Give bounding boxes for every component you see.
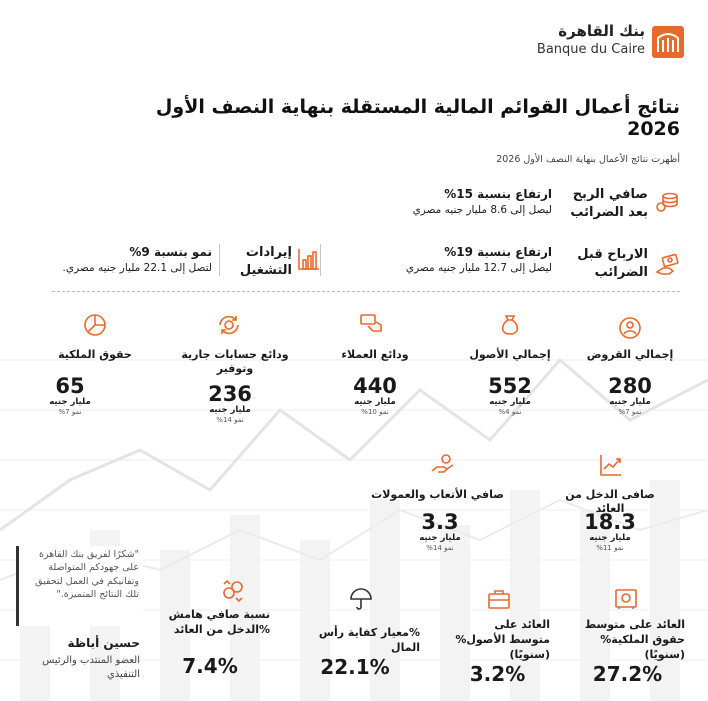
highlight-line1: ارتفاع بنسبة 15%: [444, 187, 552, 201]
safe-icon: [615, 589, 637, 609]
metric-label: إجمالي الأصول: [469, 348, 551, 361]
page-subtitle: أظهرت نتائج الأعمال بنهاية النصف الأول 2…: [496, 154, 680, 165]
divider: [219, 244, 220, 276]
coins-icon: [656, 192, 678, 212]
metric-value: 280: [608, 374, 652, 398]
metric-growth: نمو 14%: [216, 416, 244, 424]
metric-unit: مليار جنيه: [489, 397, 531, 407]
metric-growth: نمو 4%: [498, 408, 522, 416]
metric-value: 236: [208, 382, 252, 406]
logo-french-text: Banque du Caire: [536, 42, 645, 57]
metric-value: 552: [488, 374, 532, 398]
metric-label: إجمالي القروض: [586, 348, 674, 361]
highlight-line2: ليصل إلى 8.6 مليار جنيه مصري: [412, 204, 552, 216]
ratio-value: 27.2%: [592, 662, 663, 686]
logo-arabic-text: بنك القاهرة: [558, 22, 645, 40]
ratio-value: 7.4%: [182, 654, 238, 678]
highlight-line1: ارتفاع بنسبة 19%: [444, 245, 552, 259]
ratio-label: نسبة صافي هامش %الدخل من العائد: [168, 608, 270, 636]
metric-label: حقوق الملكية: [58, 348, 132, 361]
money-bag-icon: [501, 315, 519, 335]
metric-growth: نمو 14%: [426, 544, 454, 552]
currency-cycle-icon: [219, 315, 239, 335]
section-divider: [52, 291, 680, 292]
ratio-label: %معيار كفاية رأس المال: [318, 626, 420, 654]
metric-label: صافي الأتعاب والعمولات: [371, 488, 504, 501]
highlight-line2: ليصل إلى 12.7 مليار جنيه مصري: [405, 262, 552, 274]
loans-icon: [619, 317, 641, 339]
highlight-label: الارباح قبل الضرائب: [577, 247, 648, 280]
metric-value: 65: [55, 374, 85, 398]
highlight-label: إيرادات التشغيل: [239, 245, 292, 278]
ratio-label: العائد على متوسط الأصول% (سنويًا): [455, 618, 550, 661]
umbrella-icon: [350, 588, 372, 610]
quote-author-role: العضو المنتدب والرئيس التنفيذي: [42, 655, 140, 680]
metric-label: ودائع العملاء: [341, 348, 409, 361]
metric-unit: مليار جنيه: [419, 533, 461, 543]
quote-text: "شكرًا لفريق بنك القاهرة على جهودكم المت…: [35, 549, 139, 600]
highlight-line2: لتصل إلى 22.1 مليار جنيه مصري.: [62, 262, 212, 274]
metric-value: 3.3: [421, 510, 459, 534]
metric-unit: مليار جنيه: [354, 397, 396, 407]
metric-unit: مليار جنيه: [609, 397, 651, 407]
metric-value: 440: [353, 374, 397, 398]
metric-label: ودائع حسابات جارية وتوفير: [181, 348, 289, 376]
highlight-label: صافي الربح بعد الضرائب: [570, 187, 648, 220]
metric-value: 18.3: [584, 510, 636, 534]
quote-author: حسين أباظة: [67, 636, 140, 650]
metric-growth: نمو 10%: [361, 408, 389, 416]
metric-unit: مليار جنيه: [209, 405, 251, 415]
pie-chart-icon: [84, 314, 106, 336]
money-hand-icon: [655, 253, 679, 275]
metric-growth: نمو 7%: [618, 408, 642, 416]
page-title: نتائج أعمال القوائم المالية المستقلة بنه…: [155, 96, 680, 140]
coin-swap-icon: [223, 579, 243, 603]
briefcase-icon: [488, 590, 510, 609]
ceo-quote: "شكرًا لفريق بنك القاهرة على جهودكم المت…: [16, 546, 143, 626]
fee-hand-icon: [431, 454, 454, 473]
bank-logo-icon: [652, 26, 684, 58]
metric-growth: نمو 7%: [58, 408, 82, 416]
metric-unit: مليار جنيه: [589, 533, 631, 543]
ratio-value: 22.1%: [320, 655, 390, 679]
deposit-hand-icon: [360, 314, 382, 332]
highlight-line1: نمو بنسبة 9%: [129, 245, 212, 259]
metric-unit: مليار جنيه: [49, 397, 91, 407]
growth-chart-icon: [600, 455, 621, 476]
divider: [320, 244, 321, 276]
ratio-label: العائد على متوسط حقوق الملكية% (سنويًا): [584, 618, 685, 661]
ratio-value: 3.2%: [469, 662, 526, 686]
metric-label: صافى الدخل من العائد: [565, 488, 655, 516]
metric-growth: نمو 11%: [596, 544, 624, 552]
bar-chart-icon: [298, 249, 319, 270]
